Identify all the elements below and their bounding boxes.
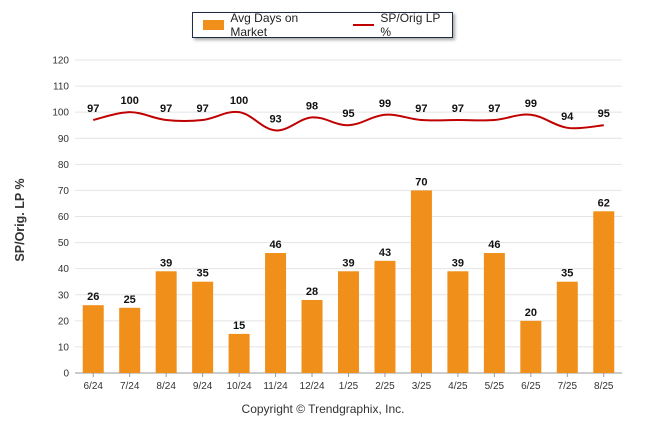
- line-value-label: 97: [160, 103, 172, 115]
- bar: [374, 260, 396, 373]
- line-value-label: 95: [342, 108, 354, 120]
- bar: [483, 253, 505, 373]
- x-tick-label: 12/24: [300, 381, 325, 392]
- bar: [593, 211, 615, 373]
- bar-value-label: 35: [561, 268, 573, 280]
- bar: [192, 281, 214, 373]
- line-value-label: 98: [306, 100, 318, 112]
- y-tick-label: 50: [58, 238, 70, 249]
- line-value-label: 93: [269, 113, 281, 125]
- line-series: [93, 110, 604, 132]
- y-tick-label: 0: [63, 369, 69, 380]
- bar-value-label: 46: [488, 239, 500, 251]
- line-value-label: 97: [197, 103, 209, 115]
- bar-value-label: 70: [415, 176, 427, 188]
- x-tick-label: 8/24: [156, 381, 176, 392]
- line-value-label: 99: [379, 98, 391, 110]
- y-tick-label: 110: [53, 82, 69, 93]
- x-tick-label: 11/24: [263, 381, 288, 392]
- bar: [447, 271, 469, 373]
- bar-value-label: 15: [233, 320, 245, 332]
- bar-value-label: 39: [160, 257, 172, 269]
- line-value-label: 95: [598, 108, 610, 120]
- bar: [119, 307, 141, 373]
- line-value-label: 94: [561, 111, 574, 123]
- line-value-label: 97: [87, 103, 99, 115]
- x-tick-label: 6/24: [83, 381, 103, 392]
- bar: [228, 333, 250, 373]
- y-tick-label: 80: [58, 160, 70, 171]
- legend-swatch-bar: [203, 20, 225, 30]
- bar: [265, 253, 287, 373]
- x-tick-label: 1/25: [339, 381, 359, 392]
- legend: Avg Days on Market SP/Orig LP %: [192, 11, 453, 39]
- legend-swatch-line: [353, 24, 375, 26]
- bar: [155, 271, 177, 373]
- bar: [520, 320, 542, 373]
- bar: [556, 281, 578, 373]
- bar: [338, 271, 359, 373]
- x-tick-label: 4/25: [448, 381, 468, 392]
- x-tick-label: 10/24: [227, 381, 252, 392]
- x-tick-label: 7/24: [120, 381, 140, 392]
- line-value-label: 97: [452, 103, 464, 115]
- x-tick-label: 5/25: [485, 381, 505, 392]
- y-axis-label: SP/Orig. LP %: [13, 178, 27, 262]
- y-tick-label: 20: [58, 316, 70, 327]
- bar-value-label: 28: [306, 286, 318, 298]
- x-tick-label: 3/25: [412, 381, 432, 392]
- x-tick-label: 8/25: [594, 381, 614, 392]
- legend-item-bars: Avg Days on Market: [203, 11, 335, 39]
- legend-label-line: SP/Orig LP %: [380, 11, 441, 39]
- y-tick-label: 90: [58, 134, 70, 145]
- x-tick-label: 2/25: [375, 381, 395, 392]
- line-value-label: 99: [525, 98, 537, 110]
- y-tick-label: 10: [58, 342, 70, 353]
- y-tick-label: 100: [52, 108, 69, 119]
- y-tick-label: 30: [58, 290, 70, 301]
- bar-value-label: 39: [452, 257, 464, 269]
- x-tick-label: 7/25: [558, 381, 578, 392]
- bar: [82, 305, 104, 373]
- bar-value-label: 62: [598, 197, 610, 209]
- bar: [410, 190, 432, 373]
- line-value-label: 100: [121, 95, 139, 107]
- bar-value-label: 43: [379, 247, 391, 259]
- y-tick-label: 60: [58, 212, 70, 223]
- line-value-label: 100: [230, 95, 248, 107]
- copyright-text: Copyright © Trendgraphix, Inc.: [241, 402, 405, 416]
- bar: [301, 299, 323, 373]
- bar-value-label: 35: [197, 268, 209, 280]
- y-tick-label: 120: [52, 56, 69, 67]
- line-value-label: 97: [415, 103, 427, 115]
- legend-item-line: SP/Orig LP %: [353, 11, 452, 39]
- x-tick-label: 6/25: [521, 381, 541, 392]
- bar-value-label: 46: [269, 239, 281, 251]
- bar-value-label: 20: [525, 307, 537, 319]
- legend-label-bars: Avg Days on Market: [230, 11, 299, 39]
- bar-value-label: 26: [87, 291, 99, 303]
- y-tick-label: 40: [58, 264, 70, 275]
- y-tick-label: 70: [58, 186, 70, 197]
- line-value-label: 97: [488, 103, 500, 115]
- x-tick-label: 9/24: [193, 381, 213, 392]
- bar-value-label: 39: [342, 257, 354, 269]
- bar-value-label: 25: [124, 294, 136, 306]
